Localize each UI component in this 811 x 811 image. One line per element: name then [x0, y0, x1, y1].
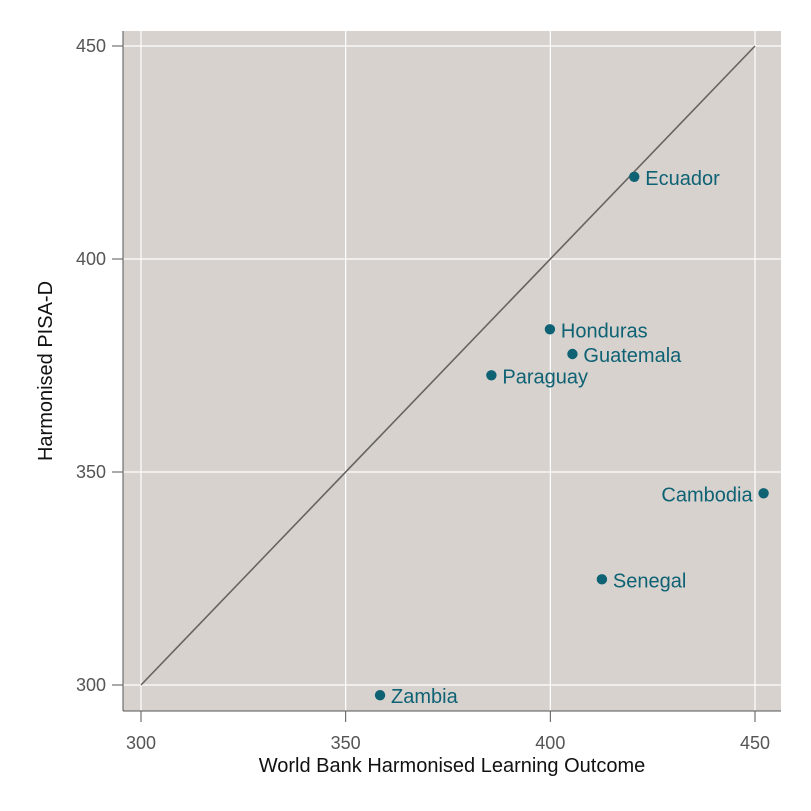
point-honduras: Honduras: [544, 320, 648, 342]
grid-lines: [123, 31, 781, 711]
reference-line: [140, 45, 756, 686]
y-tick-label-350: 350: [76, 462, 106, 482]
point-marker-zambia: [374, 690, 386, 701]
y-axis-title: Harmonised PISA-D: [35, 281, 57, 461]
y-tick-label-300: 300: [76, 675, 106, 695]
point-cambodia: Cambodia: [661, 484, 769, 506]
x-axis-title: World Bank Harmonised Learning Outcome: [259, 755, 645, 777]
x-tick-label-450: 450: [740, 733, 770, 753]
point-label-zambia: Zambia: [391, 686, 459, 708]
axes: [112, 31, 781, 722]
point-label-ecuador: Ecuador: [645, 168, 720, 190]
tick-labels: 300 350 400 450 300 350 400 450: [76, 36, 770, 753]
point-label-honduras: Honduras: [561, 320, 648, 342]
point-marker-honduras: [544, 324, 556, 335]
point-marker-ecuador: [629, 171, 640, 182]
y-tick-label-400: 400: [76, 249, 106, 269]
point-zambia: Zambia: [374, 686, 459, 708]
point-marker-paraguay: [486, 370, 497, 381]
plot-background: [123, 31, 781, 711]
point-label-paraguay: Paraguay: [502, 366, 588, 388]
point-paraguay: Paraguay: [486, 366, 588, 388]
point-ecuador: Ecuador: [629, 168, 720, 190]
y-tick-label-450: 450: [76, 36, 106, 56]
point-marker-cambodia: [758, 488, 769, 499]
point-senegal: Senegal: [596, 570, 686, 592]
x-tick-label-300: 300: [126, 733, 156, 753]
point-label-cambodia: Cambodia: [661, 484, 753, 506]
point-marker-senegal: [596, 574, 608, 585]
x-tick-label-400: 400: [535, 733, 565, 753]
point-label-guatemala: Guatemala: [583, 345, 682, 367]
point-guatemala: Guatemala: [567, 345, 682, 367]
x-tick-label-350: 350: [331, 733, 361, 753]
point-label-senegal: Senegal: [613, 570, 686, 592]
point-marker-guatemala: [567, 348, 578, 360]
